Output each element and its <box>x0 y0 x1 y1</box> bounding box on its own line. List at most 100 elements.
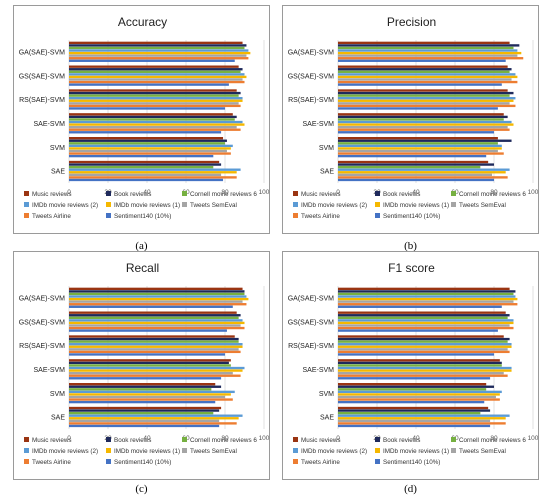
bar <box>69 319 243 322</box>
x-tick-label: 100 <box>259 189 270 196</box>
bar <box>69 311 237 314</box>
category-label: SAE-SVM <box>302 121 334 128</box>
bar <box>338 414 510 417</box>
bar <box>69 118 235 121</box>
legend-swatch <box>182 448 187 453</box>
category-label: SVM <box>319 391 334 398</box>
legend-label: Book reviews <box>114 191 151 198</box>
bar <box>338 377 491 380</box>
category-label: GA(SAE)-SVM <box>288 49 334 56</box>
bar <box>338 297 518 301</box>
chart-title: F1 score <box>388 261 435 275</box>
category-label: RS(SAE)-SVM <box>288 343 334 350</box>
legend-label: Tweets Airline <box>301 213 340 220</box>
figure-caption: (d) <box>404 483 417 495</box>
legend-label: Music reviews <box>32 437 72 444</box>
bar <box>338 321 514 325</box>
bar <box>69 80 245 84</box>
bar <box>69 113 233 116</box>
bar <box>69 137 224 140</box>
bar <box>69 369 243 372</box>
x-tick-label: 40 <box>412 435 420 442</box>
category-label: SAE <box>320 169 334 176</box>
bar <box>69 94 239 97</box>
bar <box>69 364 231 367</box>
bar <box>69 152 231 155</box>
bar <box>69 371 233 375</box>
legend-label: IMDb movie reviews (2) <box>301 448 367 455</box>
legend-swatch <box>24 213 29 218</box>
bar <box>338 383 487 386</box>
bar <box>338 337 510 341</box>
legend-label: Music reviews <box>301 437 341 444</box>
bar <box>338 371 504 375</box>
bar <box>338 59 506 62</box>
category-label: SVM <box>50 145 65 152</box>
legend-swatch <box>106 437 111 442</box>
legend-label: Tweets Airline <box>301 459 340 466</box>
category-label: GA(SAE)-SVM <box>19 295 65 302</box>
x-tick-label: 0 <box>336 189 340 196</box>
x-tick-label: 80 <box>490 189 498 196</box>
legend-label: Sentiment140 (10%) <box>114 459 171 466</box>
bar <box>338 398 500 401</box>
x-tick-label: 80 <box>490 435 498 442</box>
bar <box>69 154 214 158</box>
legend-label: Book reviews <box>383 191 420 198</box>
legend-swatch <box>451 448 456 453</box>
bar <box>338 125 508 129</box>
bar <box>69 292 245 296</box>
x-tick-label: 40 <box>412 189 420 196</box>
bar <box>69 350 241 354</box>
bar <box>69 51 251 55</box>
bar <box>69 125 237 129</box>
bar <box>338 374 508 377</box>
bar <box>69 398 233 401</box>
category-label: RS(SAE)-SVM <box>19 97 65 104</box>
category-label: RS(SAE)-SVM <box>288 97 334 104</box>
bar <box>338 115 508 119</box>
bar <box>69 422 237 425</box>
chart-title: Precision <box>387 15 436 29</box>
bar <box>69 361 229 365</box>
bar <box>69 340 239 343</box>
bar <box>69 160 220 164</box>
bar <box>69 400 216 404</box>
bar <box>338 149 498 153</box>
bar <box>338 104 516 108</box>
legend-label: Cornell movie reviews 6 <box>459 191 526 198</box>
bar <box>69 73 245 76</box>
bar <box>69 120 243 124</box>
bar <box>338 353 494 356</box>
legend-swatch <box>24 437 29 442</box>
bar <box>69 383 216 386</box>
x-tick-label: 0 <box>67 435 71 442</box>
category-label: RS(SAE)-SVM <box>19 343 65 350</box>
bar <box>69 46 245 50</box>
bar <box>69 287 243 291</box>
chart-svg: Precision020406080100GA(SAE)-SVMGS(SAE)-… <box>288 15 539 220</box>
bar <box>338 419 491 423</box>
bar <box>338 340 508 343</box>
bar <box>338 154 487 158</box>
bar <box>338 422 506 425</box>
chart-svg: Accuracy020406080100GA(SAE)-SVMGS(SAE)-S… <box>19 15 270 220</box>
legend-label: IMDb movie reviews (1) <box>383 202 449 209</box>
legend-swatch <box>293 213 298 218</box>
legend-swatch <box>24 191 29 196</box>
x-tick-label: 40 <box>143 189 151 196</box>
bar <box>338 142 498 145</box>
bar <box>69 176 237 179</box>
legend-label: Book reviews <box>383 437 420 444</box>
bar <box>69 417 239 420</box>
bar <box>338 168 510 171</box>
bar <box>69 359 231 362</box>
bar <box>69 89 237 92</box>
bar <box>69 390 235 394</box>
bar <box>69 97 243 100</box>
figure-caption: (a) <box>135 240 148 252</box>
bar <box>69 59 235 62</box>
legend-label: Tweets Airline <box>32 213 71 220</box>
bar <box>69 70 241 73</box>
bar <box>338 411 481 415</box>
